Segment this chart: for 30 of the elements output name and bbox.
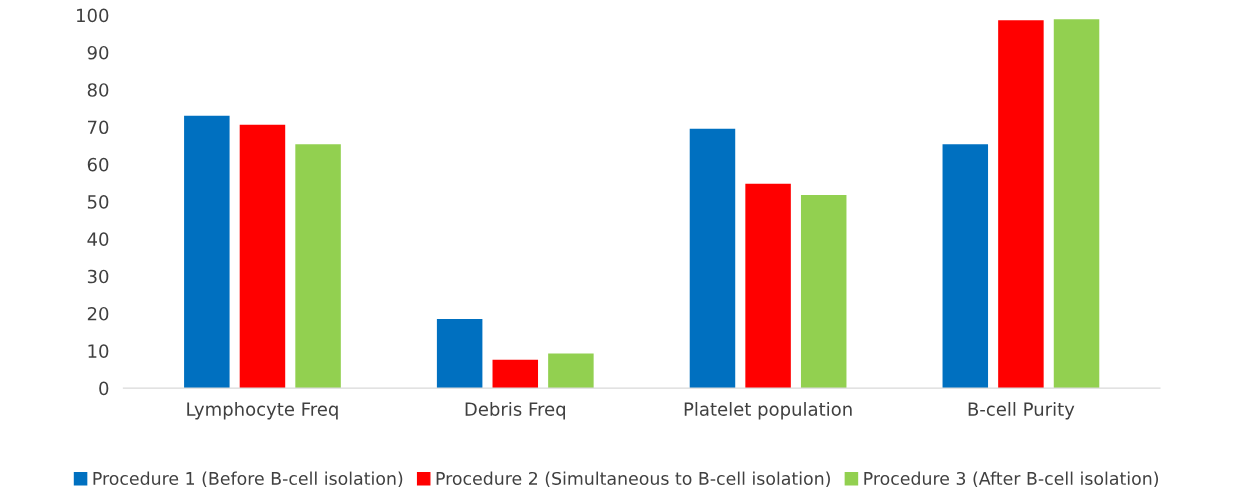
bar — [689, 128, 736, 389]
legend-label: Procedure 3 (After B-cell isolation) — [864, 471, 1159, 488]
bar — [942, 144, 989, 389]
y-tick-label: 50 — [87, 195, 109, 209]
x-tick-label: Debris Freq — [465, 401, 565, 420]
y-tick-label: 80 — [87, 83, 109, 97]
bar — [548, 353, 594, 389]
bar — [295, 144, 341, 389]
x-tick-label: Platelet population — [684, 401, 852, 420]
x-tick-label: B-cell Purity — [968, 401, 1075, 420]
y-tick-label: 10 — [88, 344, 109, 358]
y-tick-label: 20 — [87, 306, 109, 321]
bar — [1053, 19, 1100, 389]
bar — [436, 319, 483, 389]
bar — [998, 20, 1044, 389]
bar — [800, 194, 847, 389]
legend-label: Procedure 1 (Before B-cell isolation) — [93, 471, 403, 488]
bar — [239, 124, 286, 389]
y-tick-label: 0 — [99, 381, 109, 396]
bar — [492, 359, 539, 389]
y-tick-label: 100 — [77, 8, 109, 23]
y-tick-label: 40 — [87, 232, 109, 247]
legend-label: Procedure 2 (Simultaneous to B-cell isolation) — [436, 471, 830, 488]
y-tick-label: 90 — [87, 45, 109, 60]
y-tick-label: 30 — [87, 269, 109, 284]
bar — [184, 115, 230, 389]
x-tick-label: Lymphocyte Freq — [187, 401, 338, 420]
y-tick-label: 60 — [87, 157, 109, 172]
y-tick-label: 70 — [88, 120, 109, 135]
bar — [745, 183, 791, 389]
